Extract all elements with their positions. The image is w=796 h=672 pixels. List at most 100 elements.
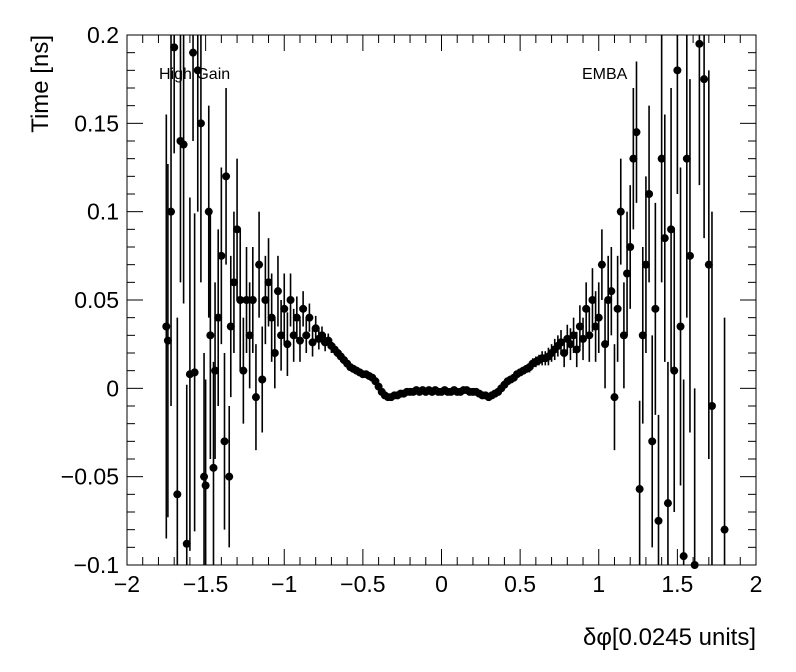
data-point [676, 322, 685, 331]
data-point [557, 338, 566, 347]
data-point [660, 234, 669, 243]
data-point [582, 304, 591, 313]
x-tick-label: 1 [592, 571, 605, 597]
data-point [651, 304, 660, 313]
y-tick-label: 0 [106, 375, 119, 401]
data-point [673, 66, 682, 75]
data-point [594, 313, 603, 322]
y-tick-label: 0.05 [74, 287, 119, 313]
data-point [619, 331, 628, 340]
data-point [193, 66, 202, 75]
x-tick-label: 2 [750, 571, 763, 597]
data-point [626, 243, 635, 251]
data-point [641, 260, 650, 269]
x-tick-label: −1 [271, 571, 297, 597]
data-point [566, 340, 575, 349]
data-point [229, 278, 238, 287]
data-point [182, 539, 191, 548]
data-point [613, 304, 622, 313]
y-axis-title: Time [ns] [27, 35, 54, 133]
y-tick-label: 0.2 [87, 22, 119, 48]
data-point [173, 490, 182, 499]
data-point [220, 437, 229, 446]
y-tick-label: 0.15 [74, 110, 119, 136]
y-tick-label: −0.05 [61, 464, 119, 490]
data-point [700, 75, 709, 84]
data-point [311, 324, 320, 333]
axis-ticks [126, 34, 757, 566]
data-point [189, 48, 198, 57]
data-point [201, 481, 210, 490]
data-point [292, 313, 301, 322]
data-point [273, 287, 282, 296]
data-point [685, 251, 694, 260]
x-tick-label: −0.5 [340, 571, 385, 597]
data-point [302, 331, 311, 340]
data-point [206, 331, 215, 340]
annotation-high-gain: High Gain [159, 66, 230, 83]
data-point [162, 322, 171, 331]
data-point [222, 172, 231, 181]
data-point [179, 140, 188, 149]
y-tick-label: 0.1 [87, 199, 119, 225]
data-point [601, 340, 610, 349]
data-point [258, 375, 267, 384]
data-point [623, 269, 632, 278]
data-point [280, 304, 289, 313]
data-point [286, 296, 295, 304]
data-point [204, 207, 213, 216]
data-point [308, 338, 317, 347]
data-point [225, 472, 234, 481]
data-point [317, 331, 326, 340]
data-point [305, 313, 314, 322]
tick-labels: −2 −1.5 −1 −0.5 0 0.5 1 1.5 2 −0.1 −0.05 0 0.05 0.1 0.… [61, 22, 763, 597]
data-point [209, 463, 218, 472]
data-point [560, 349, 569, 357]
data-point [163, 336, 172, 345]
data-point [242, 296, 251, 304]
data-point [170, 43, 179, 52]
data-point [261, 296, 270, 304]
data-point [707, 402, 716, 410]
data-point [579, 334, 588, 343]
data-point [211, 366, 220, 375]
data-point [604, 296, 613, 304]
data-point [657, 154, 666, 163]
data-point [682, 154, 691, 163]
data-point [663, 499, 672, 508]
data-point [667, 225, 676, 234]
data-point [255, 260, 264, 269]
data-point [679, 552, 688, 561]
data-point [654, 516, 663, 525]
data-point [233, 225, 242, 234]
y-tick-label: −0.1 [74, 552, 119, 578]
data-point [720, 525, 729, 534]
data-point [588, 296, 597, 304]
data-point [632, 128, 641, 137]
data-point [645, 190, 654, 198]
data-point [629, 154, 638, 163]
annotation-emba: EMBA [582, 66, 628, 83]
data-point [635, 485, 644, 494]
data-point [585, 331, 594, 340]
x-tick-label: −2 [114, 571, 140, 597]
data-point [610, 393, 619, 402]
data-point [217, 251, 226, 260]
data-point [167, 207, 176, 216]
x-axis-title: δφ[0.0245 units] [583, 624, 756, 651]
data-point [648, 437, 657, 446]
data-point [704, 260, 713, 269]
data-point [607, 287, 616, 296]
data-point [214, 313, 223, 322]
data-point [190, 368, 199, 377]
data-point [226, 322, 235, 331]
x-tick-label: 1.5 [661, 571, 693, 597]
data-point [200, 472, 209, 481]
data-point [264, 278, 273, 287]
x-tick-label: 0 [435, 571, 448, 597]
data-point [283, 340, 292, 349]
data-point [295, 336, 304, 345]
x-tick-label: 0.5 [504, 571, 536, 597]
data-point [597, 260, 606, 269]
